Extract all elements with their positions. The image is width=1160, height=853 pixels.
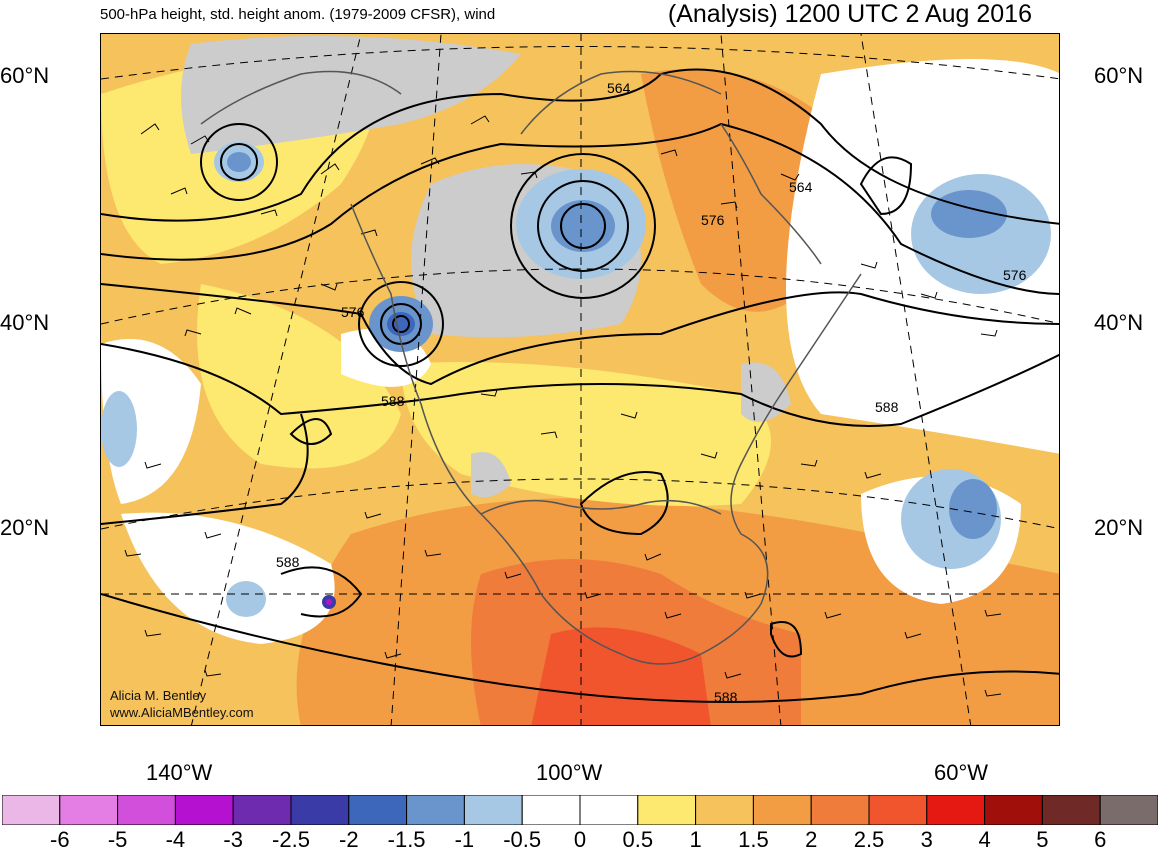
wind-barbs xyxy=(124,115,1002,697)
colorbar-tick-label: -3 xyxy=(223,827,243,852)
credit-author: Alicia M. Bentley xyxy=(110,688,207,703)
neutral-region-pacific-2 xyxy=(121,512,335,644)
colorbar-swatch xyxy=(59,795,119,825)
colorbar-swatch xyxy=(463,795,523,825)
negative-anomaly-hudson-core xyxy=(551,200,615,252)
colorbar-swatch xyxy=(117,795,176,825)
colorbar xyxy=(2,795,1158,825)
contour-label: 576 xyxy=(341,304,365,320)
colorbar-tick-label: 1 xyxy=(689,827,702,852)
coastlines xyxy=(200,70,862,665)
colorbar-swatch xyxy=(232,795,292,825)
contour-label: 576 xyxy=(701,212,725,228)
map-canvas: 564 564 576 576 576 588 588 588 588 xyxy=(101,34,1059,725)
negative-anomaly-pacific xyxy=(101,391,137,467)
contour-label: 588 xyxy=(714,689,738,705)
colorbar-swatch xyxy=(1041,795,1101,825)
colorbar-swatch xyxy=(984,795,1043,825)
neutral-region-alaska xyxy=(181,36,521,154)
map-panel: 564 564 576 576 576 588 588 588 588 xyxy=(100,33,1060,726)
colorbar-swatch xyxy=(810,795,870,825)
colorbar-tick-label: 2.5 xyxy=(853,827,885,852)
contour-label: 588 xyxy=(875,399,899,415)
colorbar-tick-label: -2 xyxy=(339,827,359,852)
negative-anomaly-hawaii xyxy=(226,581,266,617)
lat-label-60n-right: 60°N xyxy=(1094,63,1144,88)
colorbar-swatch xyxy=(1099,795,1158,825)
neutral-region-southwest xyxy=(471,452,511,498)
colorbar-swatch xyxy=(868,795,928,825)
negative-anomaly-pnw-core xyxy=(387,312,415,336)
contour-label: 564 xyxy=(789,179,813,195)
colorbar-swatch xyxy=(348,795,408,825)
height-contours xyxy=(101,68,1059,703)
colorbar-swatch xyxy=(290,795,350,825)
chart-title-left: 500-hPa height, std. height anom. (1979-… xyxy=(100,6,496,23)
colorbar-tick-label: -5 xyxy=(107,827,128,852)
colorbar-swatch xyxy=(926,795,986,825)
contour-label: 588 xyxy=(381,393,405,409)
colorbar-tick-label: 2 xyxy=(805,827,818,852)
colorbar-tick-label: 1.5 xyxy=(738,827,769,852)
colorbar-tick-label: -1.5 xyxy=(387,827,426,852)
colorbar-tick-label: -1 xyxy=(454,827,475,852)
colorbar-swatch xyxy=(2,795,61,825)
negative-anomaly-tc-center xyxy=(326,599,332,605)
contour-label: 564 xyxy=(607,80,631,96)
colorbar-tick-label: 0 xyxy=(573,827,587,852)
colorbar-tick-label: -0.5 xyxy=(503,827,542,852)
anomaly-region-yellow-2 xyxy=(197,284,401,469)
lat-label-20n-left: 20°N xyxy=(0,515,50,540)
colorbar-tick-label: -2.5 xyxy=(272,827,310,852)
colorbar-tick-label: 6 xyxy=(1094,827,1107,852)
negative-anomaly-trop-atlantic-core xyxy=(949,479,997,539)
credit-website: www.AliciaMBentley.com xyxy=(110,705,254,720)
lon-label-140w: 140°W xyxy=(146,760,213,785)
colorbar-swatch xyxy=(406,795,465,825)
colorbar-swatch xyxy=(579,795,639,825)
lat-label-60n-left: 60°N xyxy=(0,63,50,88)
colorbar-tick-label: 4 xyxy=(978,827,991,852)
lon-label-60w: 60°W xyxy=(934,760,989,785)
lat-label-40n-left: 40°N xyxy=(0,310,50,335)
lat-label-20n-right: 20°N xyxy=(1094,515,1144,540)
graticule xyxy=(101,34,1059,725)
colorbar-tick-label: -4 xyxy=(165,827,186,852)
colorbar-swatch xyxy=(521,795,581,825)
colorbar-tick-label: 3 xyxy=(920,827,933,852)
contour-label-group: 564 564 576 576 576 588 588 588 588 xyxy=(276,80,1027,705)
contour-label: 588 xyxy=(276,554,300,570)
colorbar-swatch xyxy=(752,795,812,825)
colorbar-tick-label: 5 xyxy=(1036,827,1049,852)
colorbar-tick-label: 0.5 xyxy=(622,827,654,852)
contour-label: 576 xyxy=(1003,267,1027,283)
colorbar-swatch xyxy=(637,795,697,825)
lat-label-40n-right: 40°N xyxy=(1094,310,1144,335)
lon-label-100w: 100°W xyxy=(536,760,603,785)
colorbar-swatch xyxy=(695,795,754,825)
neutral-region-east xyxy=(741,362,791,422)
colorbar-swatch xyxy=(174,795,234,825)
chart-title-right: (Analysis) 1200 UTC 2 Aug 2016 xyxy=(667,0,1032,28)
negative-anomaly-gulf-alaska-core xyxy=(227,152,251,172)
colorbar-tick-label: -6 xyxy=(50,827,70,852)
